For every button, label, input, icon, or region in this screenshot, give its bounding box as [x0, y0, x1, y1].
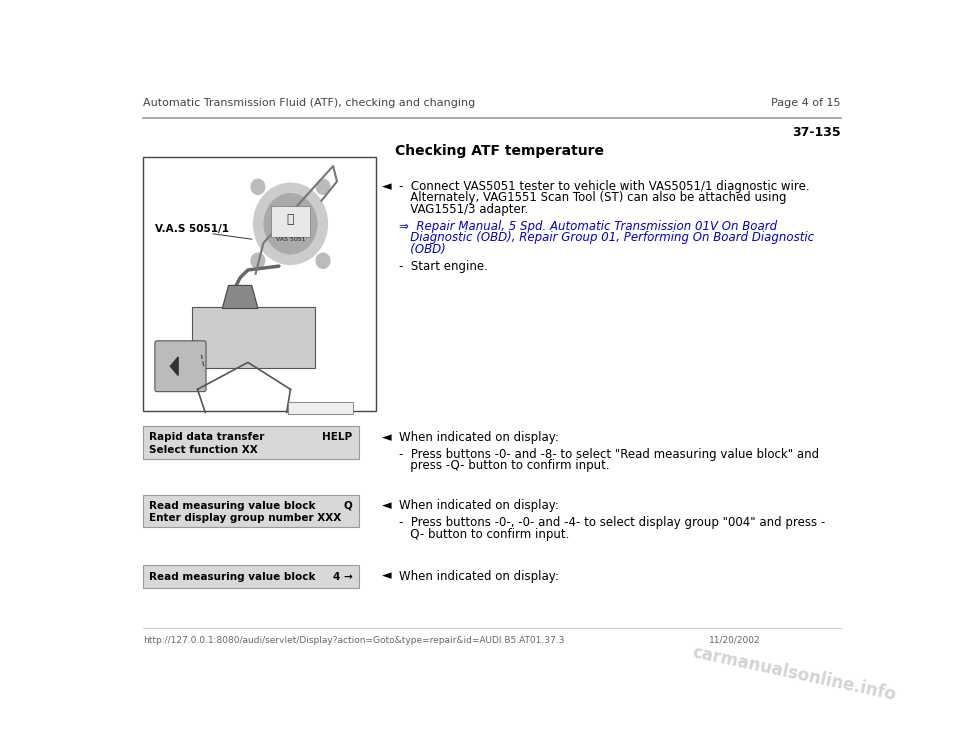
Text: 4 →: 4 → — [333, 572, 352, 582]
Text: 37-135: 37-135 — [792, 126, 841, 139]
Text: press -Q- button to confirm input.: press -Q- button to confirm input. — [399, 459, 610, 473]
Text: http://127.0.0.1:8080/audi/servlet/Display?action=Goto&type=repair&id=AUDI.B5.AT: http://127.0.0.1:8080/audi/servlet/Displ… — [143, 636, 564, 645]
FancyBboxPatch shape — [288, 401, 353, 414]
Text: When indicated on display:: When indicated on display: — [399, 431, 559, 444]
Text: VAS 5051: VAS 5051 — [276, 237, 305, 242]
Ellipse shape — [264, 194, 317, 254]
Text: Alternately, VAG1551 Scan Tool (ST) can also be attached using: Alternately, VAG1551 Scan Tool (ST) can … — [399, 191, 786, 205]
Text: carmanualsonline.info: carmanualsonline.info — [690, 643, 898, 704]
Text: When indicated on display:: When indicated on display: — [399, 570, 559, 582]
FancyBboxPatch shape — [271, 206, 310, 237]
Text: ◄: ◄ — [382, 180, 392, 193]
Text: When indicated on display:: When indicated on display: — [399, 499, 559, 513]
Text: Read measuring value block: Read measuring value block — [150, 572, 316, 582]
Ellipse shape — [251, 253, 265, 269]
FancyBboxPatch shape — [143, 427, 359, 459]
Ellipse shape — [316, 179, 330, 194]
Text: ◄: ◄ — [382, 499, 392, 513]
Text: Automatic Transmission Fluid (ATF), checking and changing: Automatic Transmission Fluid (ATF), chec… — [143, 98, 475, 108]
Polygon shape — [223, 286, 258, 309]
FancyBboxPatch shape — [192, 307, 315, 368]
Text: HELP: HELP — [323, 433, 352, 442]
Text: A01-0061: A01-0061 — [299, 403, 343, 413]
Text: ◄: ◄ — [382, 431, 392, 444]
Text: Read measuring value block: Read measuring value block — [150, 501, 316, 511]
Text: Diagnostic (OBD), Repair Group 01, Performing On Board Diagnostic: Diagnostic (OBD), Repair Group 01, Perfo… — [399, 232, 814, 245]
Ellipse shape — [251, 179, 265, 194]
FancyBboxPatch shape — [143, 157, 375, 411]
FancyBboxPatch shape — [143, 565, 359, 588]
Text: Page 4 of 15: Page 4 of 15 — [771, 98, 841, 108]
Text: -  Start engine.: - Start engine. — [399, 260, 488, 273]
Text: (OBD): (OBD) — [399, 243, 445, 256]
Text: 11/20/2002: 11/20/2002 — [709, 636, 760, 645]
Text: V.A.S 5051/1: V.A.S 5051/1 — [155, 224, 228, 234]
Text: Q- button to confirm input.: Q- button to confirm input. — [399, 528, 569, 541]
FancyBboxPatch shape — [155, 341, 206, 392]
Text: ⇒  Repair Manual, 5 Spd. Automatic Transmission 01V On Board: ⇒ Repair Manual, 5 Spd. Automatic Transm… — [399, 220, 778, 233]
FancyBboxPatch shape — [143, 495, 359, 527]
Polygon shape — [170, 357, 179, 375]
Text: ◄: ◄ — [382, 570, 392, 582]
Text: VAG1551/3 adapter.: VAG1551/3 adapter. — [399, 203, 528, 216]
Text: -  Connect VAS5051 tester to vehicle with VAS5051/1 diagnostic wire.: - Connect VAS5051 tester to vehicle with… — [399, 180, 809, 193]
Text: 🚗: 🚗 — [287, 214, 295, 226]
Ellipse shape — [316, 253, 330, 269]
Text: Select function XX: Select function XX — [150, 444, 258, 455]
Text: Q: Q — [344, 501, 352, 511]
Text: Checking ATF temperature: Checking ATF temperature — [396, 145, 604, 159]
Text: Enter display group number XXX: Enter display group number XXX — [150, 513, 342, 523]
Ellipse shape — [253, 183, 327, 264]
Text: -  Press buttons -0- and -8- to select "Read measuring value block" and: - Press buttons -0- and -8- to select "R… — [399, 448, 819, 461]
Text: Rapid data transfer: Rapid data transfer — [150, 433, 265, 442]
Text: -  Press buttons -0-, -0- and -4- to select display group "004" and press -: - Press buttons -0-, -0- and -4- to sele… — [399, 516, 826, 529]
